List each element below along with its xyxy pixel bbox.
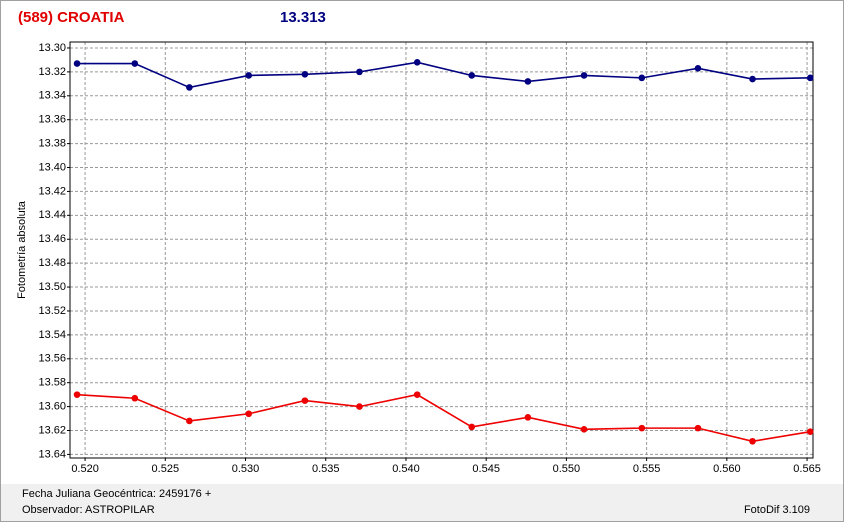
x-tick-label: 0.520 — [71, 463, 99, 475]
data-point — [580, 72, 588, 79]
data-point — [356, 403, 363, 410]
data-point — [806, 74, 814, 82]
x-tick-label: 0.540 — [392, 463, 420, 475]
data-point — [638, 74, 646, 82]
data-point — [806, 428, 814, 436]
y-tick-label: 13.54 — [38, 329, 66, 341]
y-tick-label: 13.30 — [38, 42, 66, 54]
footer-text: FotoDif 3.109 — [744, 504, 810, 516]
y-tick-label: 13.48 — [38, 257, 66, 269]
footer-text: Fecha Juliana Geocéntrica: 2459176 + — [22, 488, 211, 500]
data-point — [524, 78, 532, 85]
y-tick-label: 13.40 — [38, 161, 66, 173]
y-axis-label: Fotometría absoluta — [16, 200, 28, 299]
data-point — [413, 59, 421, 66]
data-point — [131, 60, 139, 67]
data-point — [749, 437, 756, 445]
y-tick-label: 13.60 — [38, 401, 66, 413]
series-line — [77, 61, 811, 89]
x-tick-label: 0.545 — [472, 463, 500, 475]
data-point — [245, 410, 253, 418]
y-tick-label: 13.56 — [38, 353, 66, 365]
data-point — [301, 397, 309, 404]
y-tick-label: 13.52 — [38, 305, 66, 317]
data-point — [186, 84, 193, 91]
y-tick-label: 13.34 — [38, 90, 66, 102]
data-point — [468, 72, 476, 79]
x-tick-label: 0.530 — [232, 463, 260, 475]
chart-title: (589) CROATIA — [18, 9, 125, 26]
footer — [1, 484, 843, 521]
data-point — [186, 417, 193, 425]
y-tick-label: 13.38 — [38, 138, 66, 150]
y-tick-label: 13.36 — [38, 114, 66, 126]
x-tick-label: 0.535 — [312, 463, 340, 475]
data-point — [73, 391, 81, 398]
data-point — [694, 64, 702, 72]
x-tick-label: 0.560 — [713, 463, 741, 475]
plot-frame — [69, 41, 814, 459]
data-point — [131, 394, 139, 402]
data-point — [580, 426, 588, 433]
data-point — [73, 60, 81, 67]
data-point — [356, 68, 363, 76]
y-tick-label: 13.58 — [38, 377, 66, 389]
data-point — [694, 424, 702, 432]
x-tick-label: 0.555 — [633, 463, 661, 475]
data-point — [413, 391, 421, 398]
magnitude: 13.313 — [280, 9, 326, 26]
series-line — [77, 393, 811, 443]
y-tick-label: 13.42 — [38, 185, 66, 197]
data-point — [524, 414, 532, 421]
y-tick-label: 13.62 — [38, 424, 66, 436]
y-tick-label: 13.32 — [38, 66, 66, 78]
data-point — [638, 424, 646, 432]
data-point — [468, 423, 476, 431]
y-tick-label: 13.50 — [38, 281, 66, 293]
data-point — [749, 75, 756, 83]
x-tick-label: 0.525 — [152, 463, 180, 475]
y-tick-label: 13.46 — [38, 233, 66, 245]
data-point — [245, 72, 253, 79]
data-point — [301, 70, 309, 78]
x-tick-label: 0.550 — [553, 463, 581, 475]
y-tick-label: 13.64 — [38, 448, 66, 460]
footer-text: Observador: ASTROPILAR — [22, 504, 155, 516]
y-tick-label: 13.44 — [38, 209, 66, 221]
x-tick-label: 0.565 — [793, 463, 821, 475]
